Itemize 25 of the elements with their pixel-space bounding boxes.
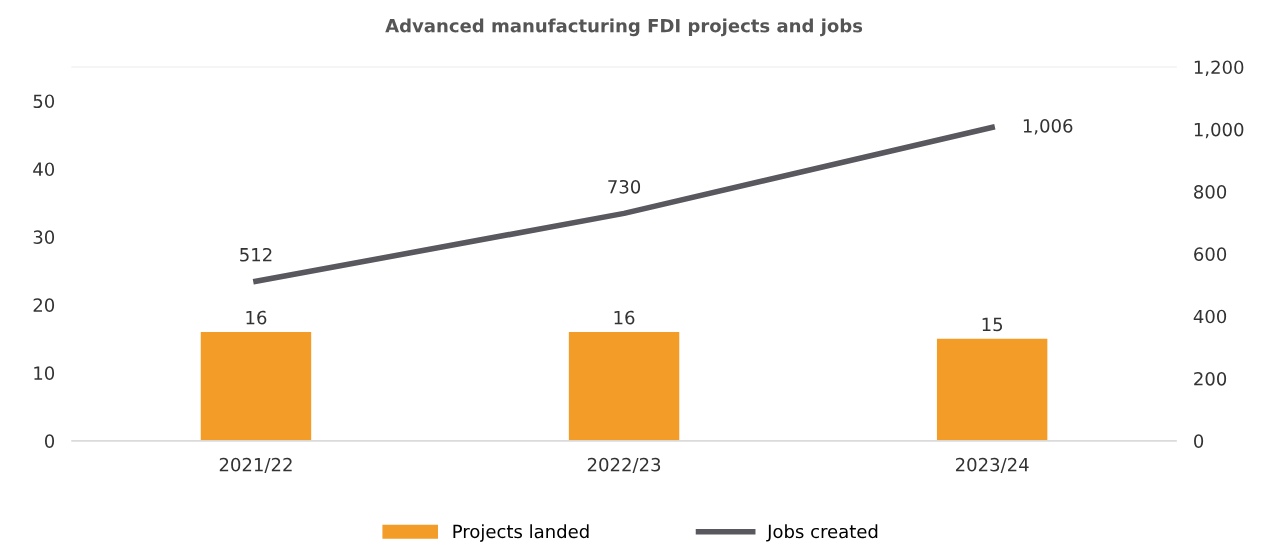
y2-tick-label: 400 [1193, 309, 1227, 324]
data-label: 15 [982, 317, 1003, 332]
data-label: 730 [608, 179, 641, 194]
x-tick-label: 2022/23 [587, 457, 661, 473]
y2-tick-label: 200 [1194, 371, 1227, 386]
legend-label: Jobs created [766, 524, 878, 542]
data-label: 16 [614, 310, 635, 325]
y-tick-label: 40 [33, 162, 55, 177]
y2-tick-label: 0 [1194, 434, 1204, 448]
x-tick-label: 2021/22 [219, 457, 292, 473]
y2-tick-label: 800 [1194, 185, 1227, 199]
chart-title: Advanced manufacturing FDI projects and jobs [385, 18, 863, 37]
data-label: 1,006 [1023, 118, 1073, 135]
y-tick-label: 50 [33, 94, 55, 109]
y2-tick-label: 1,200 [1194, 60, 1244, 76]
y-tick-label: 0 [44, 434, 55, 448]
y2-tick-label: 1,000 [1194, 122, 1244, 139]
data-label: 16 [246, 310, 267, 325]
x-tick-label: 2023/24 [955, 457, 1029, 473]
y-tick-label: 30 [33, 230, 55, 245]
y-tick-label: 20 [33, 298, 55, 312]
y2-tick-label: 600 [1194, 247, 1227, 262]
data-label: 512 [240, 247, 272, 262]
legend-label: Projects landed [453, 524, 589, 542]
y-tick-label: 10 [34, 366, 55, 380]
